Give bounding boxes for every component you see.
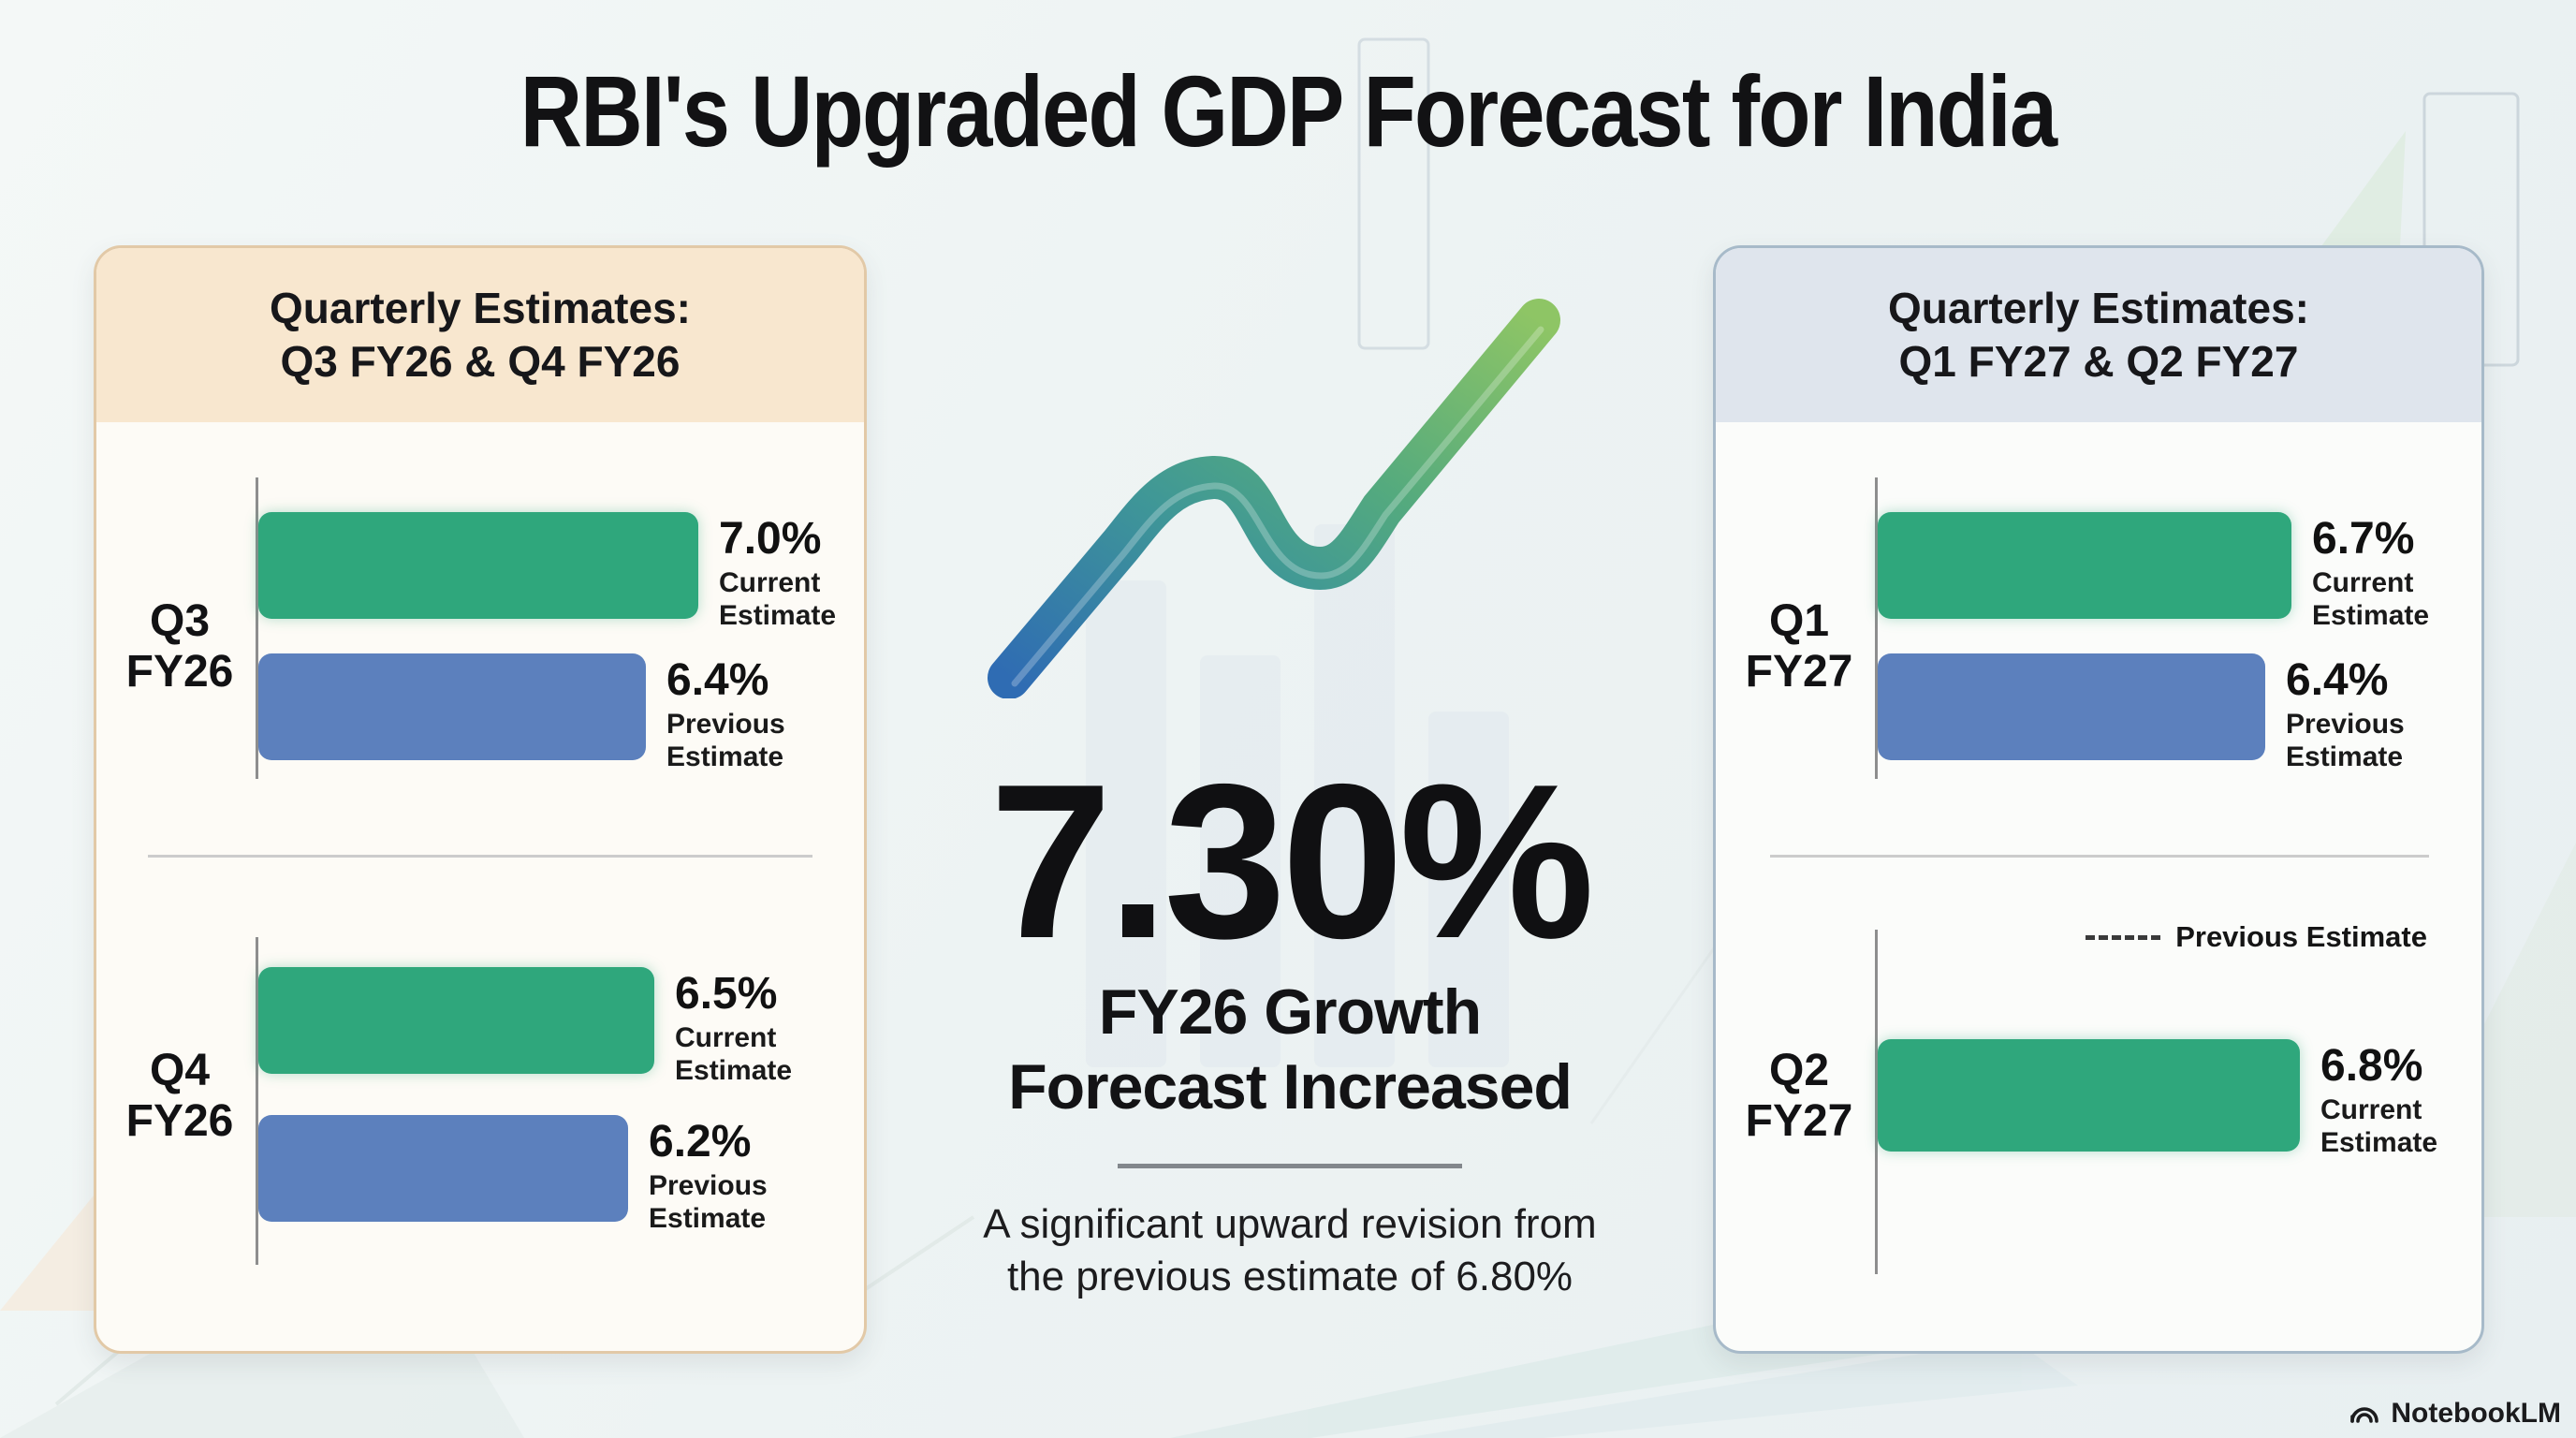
q1fy27-axis <box>1875 477 1878 779</box>
faint-bar-chart-watermark <box>1086 524 1509 1067</box>
bar-value: 7.0% <box>719 514 822 564</box>
q1fy27-previous-row: 6.4% Previous Estimate <box>1878 653 2405 772</box>
outlined-bar-watermark <box>1357 37 1430 350</box>
right-panel-header-line1: Quarterly Estimates: <box>1888 283 2309 332</box>
q3fy26-previous-bar <box>258 653 646 760</box>
left-panel-header-line2: Q3 FY26 & Q4 FY26 <box>280 337 681 386</box>
legend-label: Previous Estimate <box>2175 920 2427 953</box>
q1fy27-previous-label: 6.4% Previous Estimate <box>2286 653 2405 773</box>
fy26-forecast-big-number: 7.30% <box>989 738 1594 984</box>
bar-caption: Current Estimate <box>2312 567 2430 631</box>
q2fy27-current-bar <box>1878 1039 2300 1152</box>
q2fy27-current-row: 6.8% Current Estimate <box>1878 1039 2437 1158</box>
left-panel-divider <box>148 855 812 858</box>
bar-caption: Current Estimate <box>719 567 837 631</box>
q1fy27-label: Q1 FY27 <box>1745 596 1853 697</box>
bar-value: 6.8% <box>2320 1041 2423 1091</box>
page-title-text: RBI's Upgraded GDP Forecast for India <box>520 54 2057 168</box>
previous-estimate-legend: Previous Estimate <box>2086 920 2427 954</box>
bar-value: 6.2% <box>649 1117 752 1167</box>
bar-caption: Previous Estimate <box>649 1170 768 1234</box>
q3fy26-axis <box>256 477 258 779</box>
notebooklm-label: NotebookLM <box>2391 1398 2561 1429</box>
bar-value: 6.7% <box>2312 514 2415 564</box>
left-panel-header: Quarterly Estimates: Q3 FY26 & Q4 FY26 <box>96 248 864 422</box>
q1fy27-current-row: 6.7% Current Estimate <box>1878 512 2429 631</box>
q4fy26-current-row: 6.5% Current Estimate <box>258 967 792 1086</box>
left-panel-fy26: Quarterly Estimates: Q3 FY26 & Q4 FY26 Q… <box>94 245 867 1354</box>
right-panel-divider <box>1770 855 2429 858</box>
q4fy26-previous-bar <box>258 1115 628 1222</box>
right-panel-header: Quarterly Estimates: Q1 FY27 & Q2 FY27 <box>1716 248 2481 422</box>
q3fy26-current-label: 7.0% Current Estimate <box>719 512 836 632</box>
upward-trend-arrow-graphic <box>981 296 1599 699</box>
q4fy26-current-label: 6.5% Current Estimate <box>675 967 792 1087</box>
q3fy26-current-bar <box>258 512 698 619</box>
bar-value: 6.4% <box>2286 655 2389 705</box>
q3fy26-label: Q3 FY26 <box>125 596 234 697</box>
q3fy26-previous-label: 6.4% Previous Estimate <box>666 653 785 773</box>
fy26-forecast-headline: FY26 Growth Forecast Increased <box>1008 976 1573 1123</box>
center-divider <box>1118 1164 1462 1168</box>
bar-value: 6.5% <box>675 969 778 1019</box>
q4fy26-label: Q4 FY26 <box>125 1046 234 1146</box>
page-title: RBI's Upgraded GDP Forecast for India <box>0 52 2576 169</box>
notebooklm-watermark: NotebookLM <box>2348 1397 2561 1431</box>
q3fy26-current-row: 7.0% Current Estimate <box>258 512 836 631</box>
notebooklm-logo-icon <box>2350 1407 2379 1423</box>
q1fy27-previous-bar <box>1878 653 2265 760</box>
bar-value: 6.4% <box>666 655 769 705</box>
q3fy26-previous-row: 6.4% Previous Estimate <box>258 653 785 772</box>
bar-caption: Previous Estimate <box>2286 709 2405 772</box>
right-panel-fy27: Quarterly Estimates: Q1 FY27 & Q2 FY27 Q… <box>1713 245 2484 1354</box>
bar-caption: Current Estimate <box>675 1022 793 1086</box>
bar-caption: Current Estimate <box>2320 1094 2438 1158</box>
right-panel-header-line2: Q1 FY27 & Q2 FY27 <box>1898 337 2299 386</box>
left-panel-header-line1: Quarterly Estimates: <box>270 283 691 332</box>
q2fy27-label: Q2 FY27 <box>1745 1046 1853 1146</box>
legend-dash-icon <box>2086 934 2161 940</box>
bar-caption: Previous Estimate <box>666 709 785 772</box>
q2fy27-current-label: 6.8% Current Estimate <box>2320 1039 2437 1159</box>
fy26-forecast-subtitle: A significant upward revision from the p… <box>983 1201 1597 1299</box>
q4fy26-current-bar <box>258 967 654 1074</box>
q4fy26-previous-label: 6.2% Previous Estimate <box>649 1115 768 1235</box>
q1fy27-current-label: 6.7% Current Estimate <box>2312 512 2429 632</box>
q4fy26-previous-row: 6.2% Previous Estimate <box>258 1115 768 1234</box>
q4fy26-axis <box>256 937 258 1265</box>
q1fy27-current-bar <box>1878 512 2291 619</box>
q2fy27-axis <box>1875 930 1878 1274</box>
